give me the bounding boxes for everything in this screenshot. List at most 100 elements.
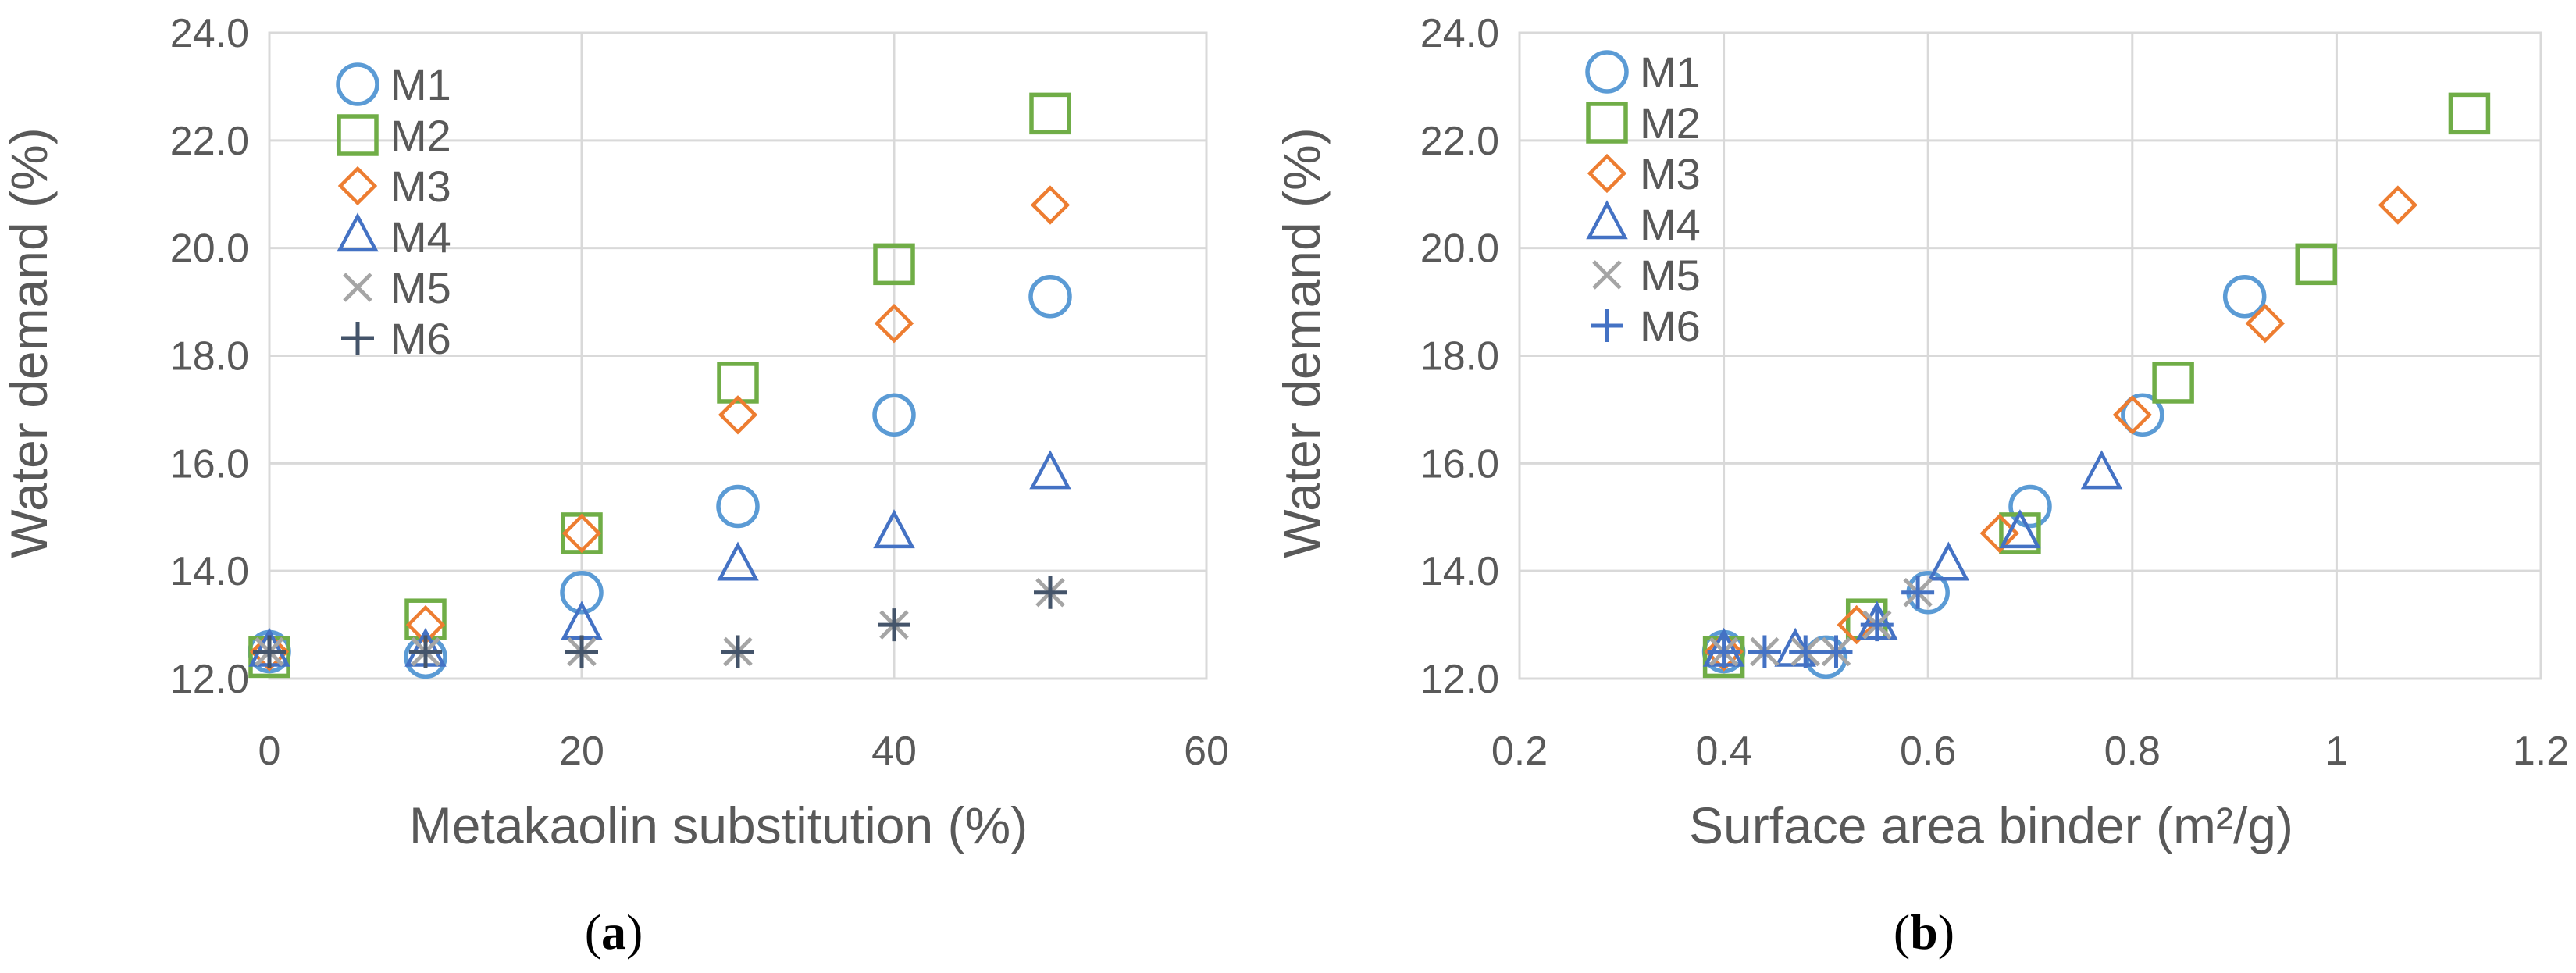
panel-b-point-m3 (2112, 395, 2152, 435)
panel-a-legend-marker-m4 (337, 212, 379, 252)
panel-b-legend-marker-m5 (1592, 260, 1622, 290)
panel-a-point-m3 (1030, 185, 1071, 225)
panel-b-point-m3 (1704, 632, 1744, 672)
panel-b-point-m2 (2152, 362, 2194, 404)
panel-a-x-axis-title: Metakaolin substitution (%) (409, 797, 1028, 854)
panel-b-point-m1 (2121, 393, 2164, 437)
panel-b-legend-marker-m6 (1591, 309, 1623, 342)
panel-b-legend-label-m1: M1 (1640, 48, 1701, 97)
panel-a-legend-marker-m6 (341, 322, 374, 355)
panel-b-x-tick-label: 1 (2325, 729, 2348, 774)
panel-b-x-ticks: 0.2 0.4 0.6 0.8 1 1.2 (1491, 729, 2569, 774)
panel-a-y-ticks: 12.0 14.0 16.0 18.0 20.0 22.0 24.0 (170, 11, 249, 702)
panel-a-x-tick-label: 60 (1184, 729, 1229, 774)
panel-b-legend-label-m3: M3 (1640, 149, 1701, 198)
panel-b-legend-label-m5: M5 (1640, 251, 1701, 300)
panel-a-point-m2 (717, 362, 759, 404)
panel-b-legend-marker-m1 (1585, 50, 1629, 94)
panel-a-legend-label-m3: M3 (390, 162, 451, 211)
panel-b-x-tick-label: 0.4 (1695, 729, 1751, 774)
panel-b-y-tick-label: 18.0 (1420, 334, 1499, 380)
panel-a-legend-marker-m3 (337, 166, 378, 206)
panel-b-point-m2 (2448, 92, 2491, 135)
panel-b-y-tick-label: 22.0 (1420, 119, 1499, 164)
panel-b-x-axis-title: Surface area binder (m²/g) (1689, 797, 2293, 854)
panel-a-y-tick-label: 22.0 (170, 119, 249, 164)
panel-b-point-m4 (2080, 450, 2123, 490)
panel-b-point-m6 (1707, 635, 1740, 668)
panel-a-point-m1 (872, 393, 916, 437)
panel-a-y-axis-title: Water demand (%) (0, 127, 58, 558)
panel-b-points (1701, 92, 2491, 679)
panel-a-points (248, 92, 1072, 679)
panel-a-point-m3 (874, 303, 914, 344)
panel-b-legend-marker-m3 (1587, 153, 1627, 194)
panel-a-y-tick-label: 24.0 (170, 11, 249, 56)
panel-a-point-m1 (1028, 274, 1072, 319)
panel-b-point-m4 (1999, 509, 2041, 549)
panel-a-x-ticks: 0 20 40 60 (258, 729, 1229, 774)
panel-b-y-ticks: 12.0 14.0 16.0 18.0 20.0 22.0 24.0 (1420, 11, 1499, 702)
panel-a-point-m1 (716, 484, 760, 529)
panel-b-x-tick-label: 0.2 (1491, 729, 1548, 774)
panel-a-y-tick-label: 12.0 (170, 657, 249, 702)
panel-a-point-m3 (718, 395, 758, 435)
panel-b-legend-marker-m4 (1586, 200, 1628, 240)
panel-b-x-tick-label: 1.2 (2513, 729, 2569, 774)
panel-b-point-m1 (2008, 484, 2052, 529)
panel-b-gridlines (1518, 31, 2542, 680)
panel-b-legend-label-m6: M6 (1640, 301, 1701, 351)
panel-b-point-m6 (1819, 635, 1853, 668)
panel-b-point-m1 (2222, 274, 2267, 319)
panel-b-y-tick-label: 14.0 (1420, 549, 1499, 594)
panel-a-point-m6 (409, 635, 442, 668)
panel-a-point-m4 (717, 541, 759, 581)
panel-a-legend-label-m4: M4 (390, 212, 451, 262)
panel-a-point-m6 (253, 635, 286, 668)
panel-b-point-m2 (2295, 243, 2337, 286)
panel-b-x-tick-label: 0.6 (1900, 729, 1956, 774)
panel-b-point-m4 (1927, 541, 1970, 581)
panel-b-point-m6 (1901, 576, 1935, 609)
panel-a-y-tick-label: 18.0 (170, 334, 249, 380)
panel-b-y-tick-label: 12.0 (1420, 657, 1499, 702)
panel-b-point-m6 (1860, 608, 1894, 642)
panel-a-legend-label-m1: M1 (390, 60, 451, 109)
panel-b-point-m3 (2245, 303, 2286, 344)
panel-a-point-m1 (560, 570, 604, 615)
panel-a-point-m2 (873, 243, 915, 286)
panel-b-chart: 12.014.016.018.020.022.024.0 0.2 0.4 0.6 0.… (1273, 11, 2569, 960)
panel-b-legend-label-m4: M4 (1640, 200, 1701, 249)
panel-a-legend-marker-m2 (337, 114, 379, 156)
panel-a-legend-marker-m5 (343, 273, 372, 302)
panel-b-point-m6 (1748, 635, 1781, 668)
panel-a-point-m4 (1029, 450, 1071, 490)
panel-a-x-tick-label: 20 (559, 729, 604, 774)
panel-a-point-m6 (721, 635, 754, 668)
panel-b-label: (b) (1894, 904, 1954, 960)
panel-a-chart: 12.014.016.018.020.022.024.0 0 20 40 60 M1M… (0, 11, 1229, 960)
panel-a-x-tick-label: 0 (258, 729, 281, 774)
panel-b-y-axis-title: Water demand (%) (1273, 127, 1331, 558)
panel-a-point-m2 (1029, 92, 1071, 135)
panel-a-label: (a) (585, 904, 643, 960)
panel-b-point-m3 (2378, 185, 2418, 225)
panel-b-point-m6 (1789, 635, 1822, 668)
panel-a-point-m4 (873, 509, 915, 549)
panel-a-y-tick-label: 16.0 (170, 441, 249, 486)
panel-b-y-tick-label: 20.0 (1420, 226, 1499, 272)
panel-a-x-tick-label: 40 (871, 729, 917, 774)
panel-a-point-m6 (878, 608, 910, 642)
panel-b-legend-marker-m2 (1586, 102, 1628, 144)
panel-a-point-m3 (249, 632, 290, 672)
panel-a-legend-label-m2: M2 (390, 111, 451, 160)
panel-b-y-tick-label: 24.0 (1420, 11, 1499, 56)
panel-a-point-m3 (561, 513, 602, 554)
panel-a-legend-label-m6: M6 (390, 314, 451, 363)
panel-a-legend-label-m5: M5 (390, 263, 451, 312)
panel-b-legend-label-m2: M2 (1640, 98, 1701, 148)
panel-a-point-m6 (1034, 576, 1067, 609)
